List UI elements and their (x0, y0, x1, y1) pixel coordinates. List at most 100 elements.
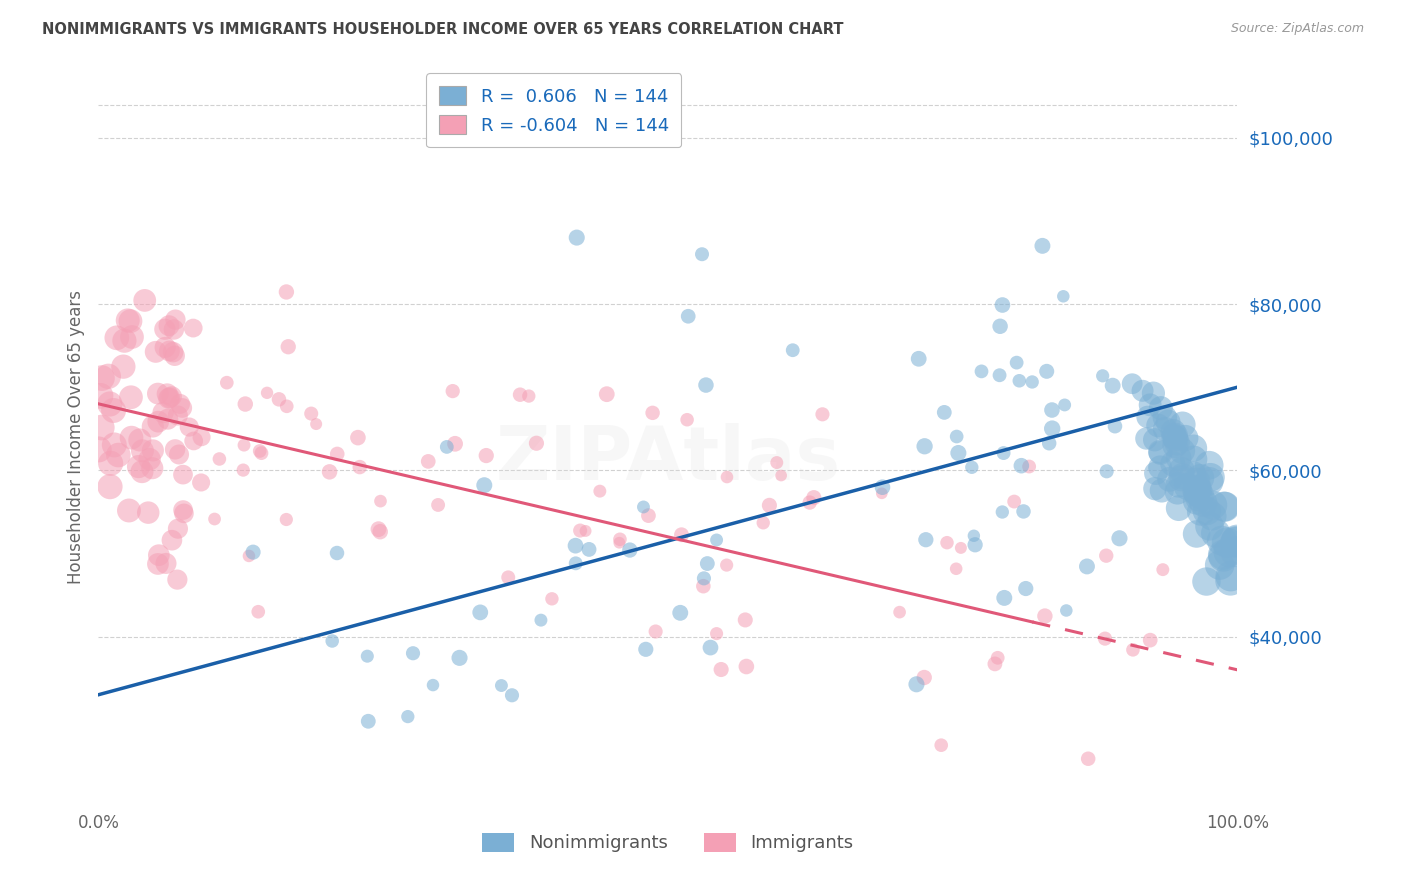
Text: NONIMMIGRANTS VS IMMIGRANTS HOUSEHOLDER INCOME OVER 65 YEARS CORRELATION CHART: NONIMMIGRANTS VS IMMIGRANTS HOUSEHOLDER … (42, 22, 844, 37)
Point (945, 429, 967, 443)
Point (153, 340, 176, 354)
Point (276, 399, 298, 413)
Point (166, 409, 188, 423)
Point (934, 405, 956, 419)
Point (160, 390, 183, 404)
Point (1052, 289, 1074, 303)
Point (117, 313, 139, 327)
Point (183, 434, 205, 448)
Point (1185, 484, 1208, 499)
Point (1157, 415, 1180, 429)
Point (276, 285, 298, 299)
Point (402, 646, 425, 660)
Point (693, 571, 716, 585)
Point (1201, 509, 1223, 524)
Point (1104, 419, 1126, 434)
Point (710, 663, 733, 677)
Point (889, 605, 911, 619)
Point (1136, 409, 1159, 424)
Point (326, 447, 349, 461)
Point (103, 438, 125, 452)
Point (1219, 569, 1241, 583)
Point (949, 541, 972, 555)
Point (496, 570, 519, 584)
Point (1216, 535, 1239, 549)
Point (163, 349, 186, 363)
Point (1159, 472, 1181, 486)
Point (396, 709, 419, 723)
Point (250, 446, 273, 460)
Point (1040, 421, 1063, 435)
Point (1149, 460, 1171, 475)
Point (134, 293, 156, 308)
Point (472, 478, 495, 492)
Point (1164, 438, 1187, 452)
Point (948, 446, 970, 460)
Point (233, 397, 256, 411)
Point (1166, 484, 1188, 499)
Point (165, 312, 187, 326)
Point (145, 344, 167, 359)
Point (1153, 410, 1175, 425)
Point (695, 378, 717, 392)
Point (1144, 467, 1167, 481)
Point (991, 298, 1014, 312)
Point (1095, 464, 1118, 478)
Point (1108, 531, 1130, 545)
Point (1031, 239, 1053, 253)
Point (501, 688, 523, 702)
Point (1185, 527, 1208, 541)
Point (427, 498, 450, 512)
Point (105, 331, 128, 345)
Point (162, 345, 184, 359)
Point (1189, 488, 1212, 502)
Point (441, 384, 464, 398)
Point (232, 463, 254, 477)
Point (166, 573, 188, 587)
Point (993, 446, 1015, 460)
Point (676, 413, 699, 427)
Point (1054, 603, 1077, 617)
Point (1164, 432, 1187, 446)
Point (173, 507, 195, 521)
Point (984, 657, 1007, 671)
Point (368, 524, 391, 539)
Point (148, 548, 170, 562)
Point (247, 605, 270, 619)
Point (1185, 475, 1208, 489)
Point (142, 419, 165, 434)
Point (872, 480, 894, 494)
Point (752, 516, 775, 530)
Point (98, 480, 121, 494)
Point (136, 506, 159, 520)
Point (112, 359, 135, 374)
Y-axis label: Householder Income Over 65 years: Householder Income Over 65 years (66, 290, 84, 584)
Point (1195, 574, 1218, 589)
Point (637, 508, 659, 523)
Point (1012, 504, 1035, 518)
Point (91, 371, 114, 385)
Point (1135, 432, 1157, 446)
Point (1205, 526, 1227, 541)
Point (418, 454, 440, 468)
Point (1192, 496, 1215, 510)
Point (100, 456, 122, 470)
Point (905, 677, 928, 691)
Point (517, 389, 540, 403)
Point (326, 546, 349, 560)
Point (1015, 582, 1038, 596)
Point (706, 533, 728, 547)
Point (470, 606, 492, 620)
Point (716, 470, 738, 484)
Point (1149, 444, 1171, 458)
Point (1040, 403, 1063, 417)
Point (1008, 374, 1031, 388)
Point (641, 406, 664, 420)
Point (1166, 435, 1188, 450)
Point (526, 436, 548, 450)
Point (987, 650, 1010, 665)
Point (1010, 458, 1032, 473)
Point (233, 438, 256, 452)
Text: Source: ZipAtlas.com: Source: ZipAtlas.com (1230, 22, 1364, 36)
Point (1139, 398, 1161, 412)
